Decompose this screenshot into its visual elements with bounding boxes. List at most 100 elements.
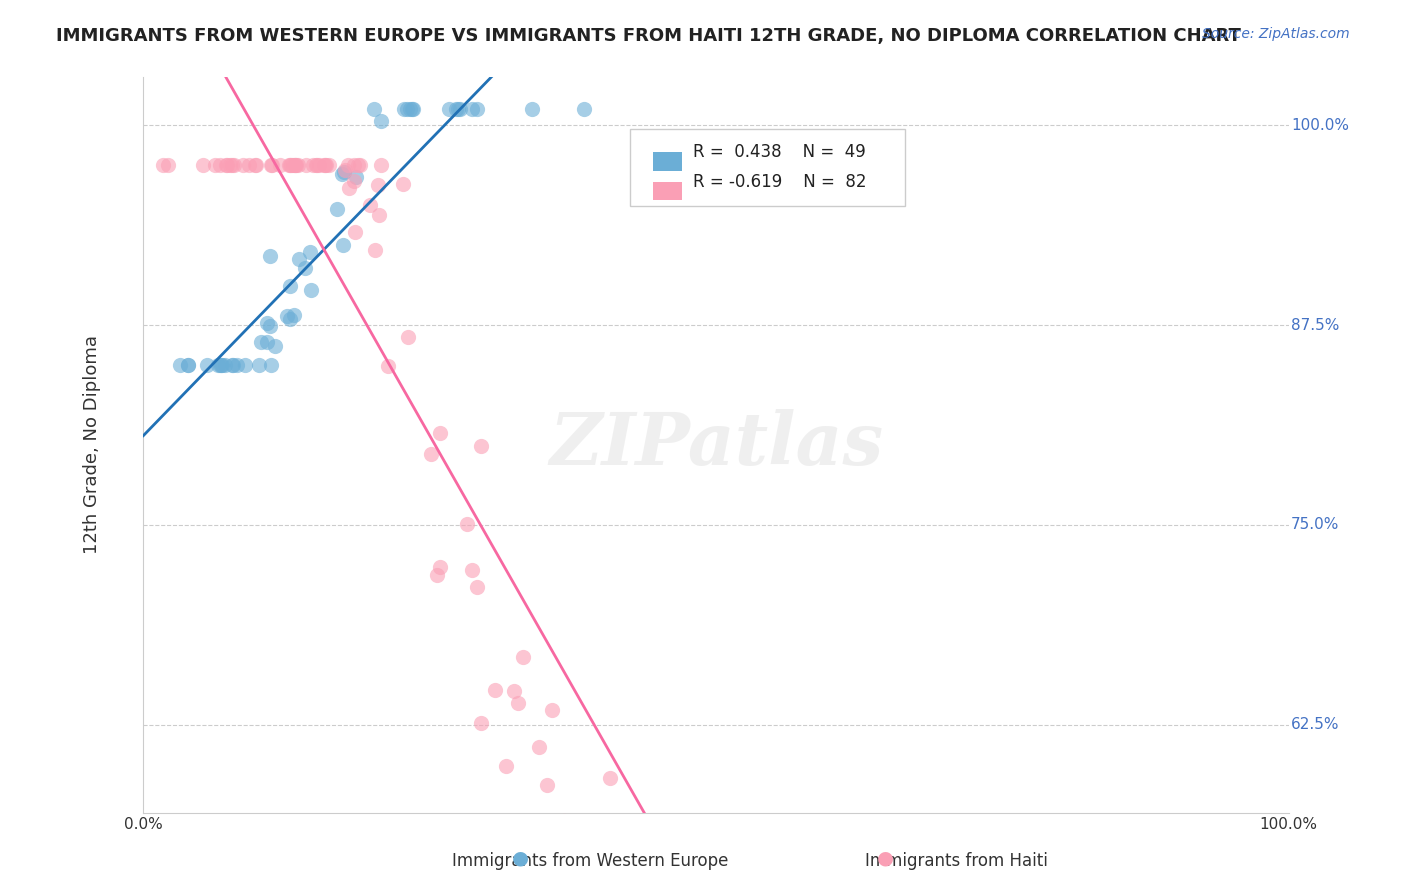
Text: ●: ● [512, 848, 529, 867]
Point [495, 758, 517, 772]
Point [553, 814, 575, 829]
Point [621, 830, 644, 844]
Point [238, 158, 260, 172]
Point [288, 252, 311, 267]
Point [221, 358, 243, 372]
Point [305, 158, 328, 172]
Point [330, 167, 353, 181]
Point [294, 260, 316, 275]
Point [399, 103, 422, 117]
Text: Source: ZipAtlas.com: Source: ZipAtlas.com [1202, 27, 1350, 41]
Text: 87.5%: 87.5% [1291, 318, 1340, 333]
Point [426, 567, 449, 582]
Point [346, 158, 368, 172]
Point [461, 103, 484, 117]
Point [307, 158, 329, 172]
Point [349, 158, 371, 172]
Text: ZIPatlas: ZIPatlas [548, 409, 883, 481]
Point [284, 158, 307, 172]
Point [599, 771, 621, 785]
Point [233, 358, 256, 372]
Point [204, 158, 226, 172]
Point [209, 358, 232, 372]
Point [522, 103, 544, 117]
Point [337, 158, 360, 172]
Point [250, 335, 273, 350]
Point [299, 283, 322, 297]
Point [256, 316, 278, 330]
Point [508, 696, 530, 710]
Point [152, 158, 174, 172]
Point [211, 358, 233, 372]
Point [208, 358, 231, 372]
Point [260, 358, 283, 372]
Point [449, 103, 471, 117]
Point [695, 830, 717, 844]
Point [177, 358, 200, 372]
Point [259, 249, 281, 263]
Point [269, 158, 291, 172]
FancyBboxPatch shape [652, 153, 682, 170]
Point [207, 358, 229, 372]
Point [630, 830, 652, 844]
Point [643, 830, 665, 844]
Point [396, 330, 419, 344]
Point [177, 358, 200, 372]
Point [280, 279, 302, 293]
Point [343, 158, 366, 172]
Point [527, 740, 550, 755]
Point [295, 158, 318, 172]
Point [367, 208, 389, 222]
Point [283, 308, 305, 322]
Point [333, 162, 356, 177]
Text: R =  0.438    N =  49: R = 0.438 N = 49 [693, 144, 866, 161]
Point [401, 103, 423, 117]
Point [437, 103, 460, 117]
Point [209, 158, 232, 172]
Point [283, 158, 305, 172]
Point [302, 158, 325, 172]
Point [392, 103, 415, 117]
Point [315, 158, 337, 172]
Point [370, 113, 392, 128]
Point [277, 158, 299, 172]
Point [461, 563, 484, 577]
Point [222, 358, 245, 372]
Point [259, 319, 281, 334]
Point [502, 684, 524, 698]
Text: IMMIGRANTS FROM WESTERN EUROPE VS IMMIGRANTS FROM HAITI 12TH GRADE, NO DIPLOMA C: IMMIGRANTS FROM WESTERN EUROPE VS IMMIGR… [56, 27, 1241, 45]
Point [232, 158, 254, 172]
Point [318, 158, 340, 172]
Point [263, 339, 285, 353]
Point [314, 158, 336, 172]
Text: R = -0.619    N =  82: R = -0.619 N = 82 [693, 173, 866, 191]
Point [444, 103, 467, 117]
Point [344, 169, 367, 184]
Point [456, 517, 478, 532]
Point [287, 158, 309, 172]
FancyBboxPatch shape [630, 129, 905, 206]
Point [214, 358, 236, 372]
Point [470, 716, 492, 731]
Point [332, 238, 354, 252]
Point [541, 703, 564, 717]
Point [195, 358, 218, 372]
Point [512, 649, 534, 664]
Point [470, 439, 492, 453]
Point [215, 158, 238, 172]
Point [169, 358, 191, 372]
Point [536, 778, 558, 792]
Point [616, 830, 638, 844]
Point [420, 447, 443, 461]
Point [333, 165, 356, 179]
Point [731, 830, 754, 844]
Point [447, 103, 470, 117]
Point [339, 180, 361, 194]
Point [593, 830, 616, 844]
Point [299, 245, 322, 260]
Text: 75.0%: 75.0% [1291, 517, 1340, 533]
Point [364, 243, 387, 257]
Point [359, 198, 381, 212]
Point [308, 158, 330, 172]
Point [686, 830, 709, 844]
